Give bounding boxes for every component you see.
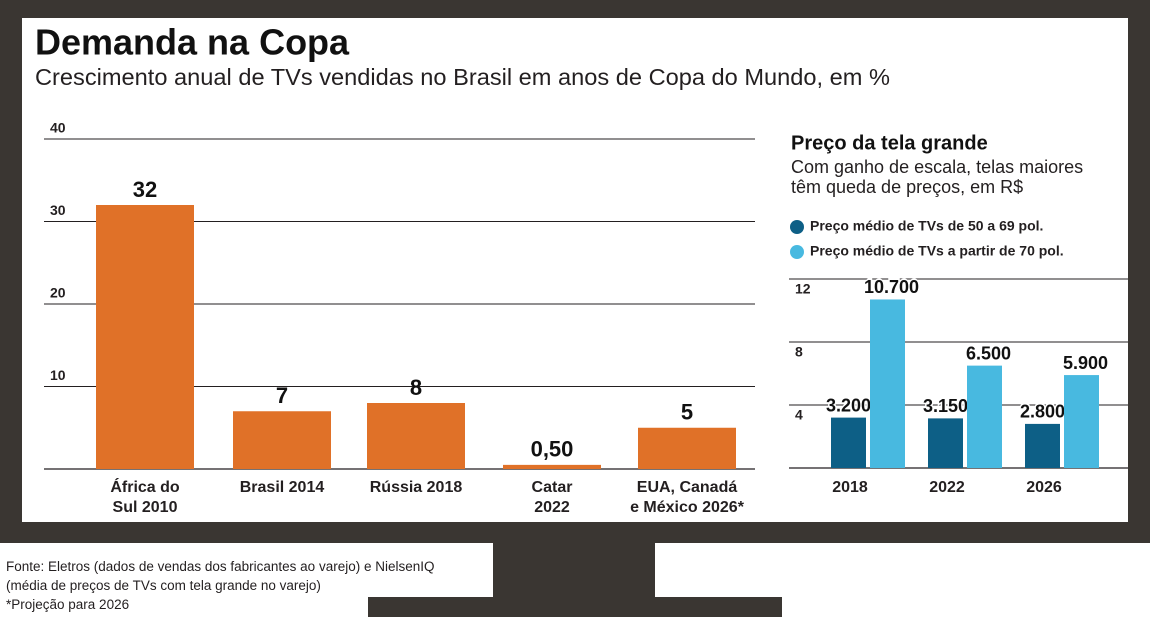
bar <box>233 411 331 469</box>
value-label: 8 <box>410 375 422 400</box>
value-label: 3.200 <box>826 395 871 415</box>
y-tick-label: 8 <box>795 344 803 360</box>
source: Fonte: Eletros (dados de vendas dos fabr… <box>6 559 435 593</box>
legend-swatch <box>790 245 804 259</box>
value-label: 32 <box>133 177 157 202</box>
bar <box>928 418 963 468</box>
bar <box>503 464 601 469</box>
value-label: 7 <box>276 383 288 408</box>
subtitle: Crescimento anual de TVs vendidas no Bra… <box>35 64 890 90</box>
bar <box>870 299 905 468</box>
bar <box>1025 423 1060 468</box>
bar <box>1064 375 1099 468</box>
y-tick-label: 10 <box>50 367 66 383</box>
y-tick-label: 12 <box>795 281 811 297</box>
x-tick-label: Catar 2022 <box>531 479 573 516</box>
chart2-title: Preço da tela grande <box>791 132 988 154</box>
bar <box>96 205 194 469</box>
tv-neck <box>493 543 655 599</box>
legend-swatch <box>790 220 804 234</box>
value-label: 6.500 <box>966 343 1011 363</box>
value-label: 5.900 <box>1063 353 1108 373</box>
x-tick-label: África do Sul 2010 <box>110 479 180 516</box>
x-tick-label: 2022 <box>929 479 965 496</box>
x-tick-label: 2018 <box>832 479 868 496</box>
bar <box>367 403 465 469</box>
value-label: 5 <box>681 400 693 425</box>
tv-base <box>368 597 782 617</box>
y-tick-label: 40 <box>50 120 66 136</box>
bar <box>967 365 1002 468</box>
chart2-subtitle: Com ganho de escala, telas maiores têm q… <box>791 157 1084 197</box>
value-label: 3.150 <box>923 396 968 416</box>
x-tick-label: Rússia 2018 <box>369 479 463 496</box>
y-tick-label: 4 <box>795 407 803 423</box>
value-label: 2.800 <box>1020 402 1065 422</box>
title: Demanda na Copa <box>35 22 350 63</box>
x-tick-label: EUA, Canadá e México 2026* <box>630 479 744 516</box>
y-tick-label: 30 <box>50 202 66 218</box>
value-label: 0,50 <box>531 437 574 462</box>
bar <box>638 427 736 469</box>
legend-label: Preço médio de TVs de 50 a 69 pol. <box>810 218 1043 234</box>
value-label: 10.700 <box>864 277 919 297</box>
x-tick-label: 2026 <box>1026 479 1062 496</box>
legend-label: Preço médio de TVs a partir de 70 pol. <box>810 243 1064 259</box>
x-tick-label: Brasil 2014 <box>239 479 325 496</box>
note: *Projeção para 2026 <box>6 597 130 612</box>
bar <box>831 417 866 468</box>
y-tick-label: 20 <box>50 285 66 301</box>
